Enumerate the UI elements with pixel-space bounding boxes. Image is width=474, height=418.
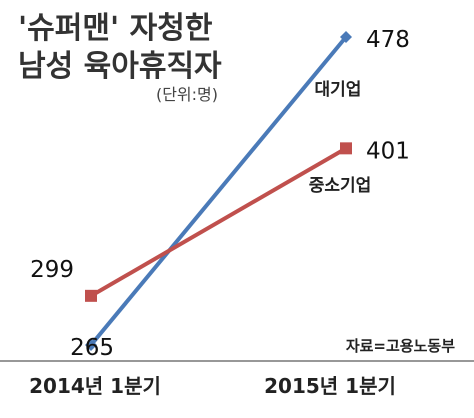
series-2-point-1 [85, 289, 97, 302]
series-1-value-label-2: 478 [366, 27, 410, 53]
title-line-2: 남성 육아휴직자 [18, 49, 222, 84]
series-1-value-label-1: 265 [70, 335, 114, 361]
series-2-line [89, 146, 348, 298]
x-tick-label-2: 2015년 1분기 [264, 374, 396, 398]
series-2-name-label: 중소기업 [309, 176, 372, 196]
series-2-value-label-1: 299 [30, 257, 74, 283]
series-layer [85, 31, 352, 351]
series-1-line [89, 35, 348, 347]
unit-label: (단위:명) [156, 85, 218, 104]
value-labels: 265 478 299 401 [30, 27, 410, 361]
title-line-1: '슈퍼맨' 자청한 [18, 11, 213, 46]
source-note: 자료=고용노동부 [346, 337, 455, 355]
series-2-value-label-2: 401 [366, 138, 410, 164]
x-axis-ticks: 2014년 1분기 2015년 1분기 [29, 374, 396, 398]
x-tick-label-1: 2014년 1분기 [29, 374, 161, 398]
series-1-point-2 [340, 31, 352, 43]
chart-title: '슈퍼맨' 자청한 남성 육아휴직자 [18, 11, 222, 84]
series-1-point-1 [85, 339, 97, 351]
series-2-point-2 [340, 142, 352, 155]
series-1-name-label: 대기업 [315, 80, 362, 100]
